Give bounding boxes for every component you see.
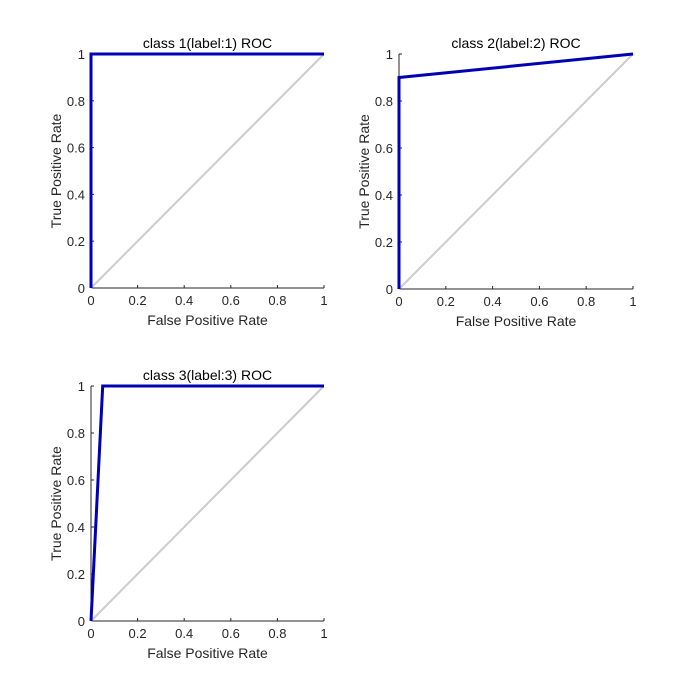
x-tick-label: 1 — [320, 626, 327, 641]
x-tick-label: 0.8 — [268, 626, 286, 641]
roc-curve-line — [397, 52, 634, 289]
x-tick-label: 0.6 — [530, 294, 548, 309]
x-axis-title: False Positive Rate — [456, 313, 577, 329]
y-tick-label: 0.6 — [67, 473, 85, 488]
x-tick-label: 0.2 — [129, 293, 147, 308]
y-tick-label: 0.8 — [67, 94, 85, 109]
y-tick-label: 0.4 — [375, 188, 393, 203]
x-tick-label: 0.4 — [484, 294, 502, 309]
x-axis-title: False Positive Rate — [147, 645, 268, 661]
x-tick-label: 0 — [395, 294, 402, 309]
x-tick-label: 1 — [320, 293, 327, 308]
y-tick-label: 0 — [78, 281, 85, 296]
reference-diagonal-line — [90, 385, 325, 622]
x-tick-label: 0.6 — [222, 626, 240, 641]
y-axis-title: True Positive Rate — [356, 114, 372, 229]
roc-curve-line — [89, 52, 324, 288]
x-tick-label: 1 — [629, 294, 636, 309]
y-tick-label: 0.4 — [67, 187, 85, 202]
roc-panel-1: 0 0.2 0.4 0.6 0.8 1 0 0.2 0.4 0.6 0.8 1 class 1(labe… — [48, 35, 328, 328]
x-tick-label: 0.2 — [437, 294, 455, 309]
reference-diagonal-line — [398, 53, 634, 290]
x-tick-label: 0.2 — [129, 626, 147, 641]
y-tick-label: 0.8 — [67, 426, 85, 441]
plot-title: class 1(label:1) ROC — [143, 35, 272, 51]
y-tick-label: 0.2 — [67, 234, 85, 249]
y-tick-label: 0 — [386, 282, 393, 297]
roc-panel-2: 0 0.2 0.4 0.6 0.8 1 0 0.2 0.4 0.6 0.8 1 class 2(labe… — [356, 35, 637, 329]
x-axis-title: False Positive Rate — [147, 312, 268, 328]
y-tick-label: 1 — [78, 379, 85, 394]
y-tick-label: 0.4 — [67, 520, 85, 535]
x-tick-label: 0 — [87, 626, 94, 641]
y-tick-label: 0.8 — [375, 94, 393, 109]
roc-curve-line — [89, 384, 324, 622]
y-axis-title: True Positive Rate — [48, 446, 64, 561]
plot-title: class 2(label:2) ROC — [451, 35, 580, 51]
y-tick-label: 0.2 — [375, 235, 393, 250]
y-tick-label: 0 — [78, 614, 85, 629]
x-tick-label: 0.4 — [175, 293, 193, 308]
x-tick-label: 0 — [87, 293, 94, 308]
x-tick-label: 0.8 — [577, 294, 595, 309]
y-tick-label: 0.6 — [375, 141, 393, 156]
roc-panel-3: 0 0.2 0.4 0.6 0.8 1 0 0.2 0.4 0.6 0.8 1 class 3(labe… — [48, 367, 328, 661]
y-tick-label: 0.6 — [67, 141, 85, 156]
x-tick-label: 0.4 — [175, 626, 193, 641]
y-tick-label: 1 — [386, 47, 393, 62]
plot-title: class 3(label:3) ROC — [143, 367, 272, 383]
y-tick-label: 1 — [78, 47, 85, 62]
x-tick-label: 0.8 — [268, 293, 286, 308]
y-tick-label: 0.2 — [67, 567, 85, 582]
y-axis-title: True Positive Rate — [48, 113, 64, 228]
x-tick-label: 0.6 — [222, 293, 240, 308]
reference-diagonal-line — [90, 53, 325, 289]
